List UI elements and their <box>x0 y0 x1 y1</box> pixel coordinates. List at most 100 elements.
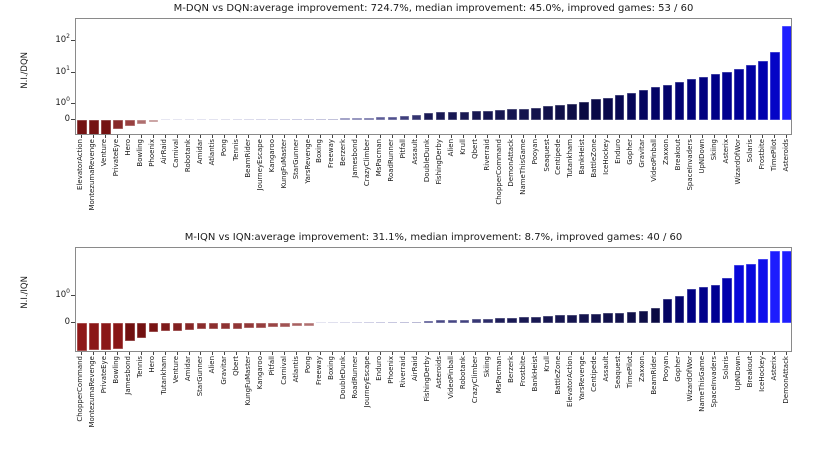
x-tick-label: Tutankham <box>160 356 169 395</box>
x-tick-label: Pooyan <box>530 139 539 165</box>
y-tick-mark <box>71 71 75 73</box>
x-tick-mark <box>499 135 501 138</box>
bar-Boxing <box>316 118 326 120</box>
x-tick-mark <box>319 135 321 138</box>
x-tick-mark <box>654 135 656 138</box>
x-tick-mark <box>570 352 572 355</box>
x-tick-mark <box>487 352 489 355</box>
x-tick-label: Skiing <box>709 139 718 161</box>
bar-Gravitar <box>220 323 231 329</box>
x-tick-label: Riverraid <box>399 356 408 388</box>
x-tick-label: Phoenix <box>148 139 157 167</box>
x-tick-mark <box>212 135 214 138</box>
x-tick-label: Kangaroo <box>267 139 276 173</box>
x-tick-mark <box>80 135 82 138</box>
bar-NameThisGame <box>698 286 709 323</box>
x-tick-mark <box>654 352 656 355</box>
x-tick-label: MontezumaRevenge <box>88 139 97 211</box>
x-tick-label: BeamRider <box>650 356 659 395</box>
x-tick-mark <box>606 135 608 138</box>
x-tick-label: RoadRunner <box>387 139 396 182</box>
x-tick-mark <box>284 352 286 355</box>
bar-WizardOfWor <box>734 68 744 120</box>
x-tick-label: Krull <box>542 356 551 372</box>
bar-Pitfall <box>268 323 278 328</box>
bar-Kangaroo <box>256 323 266 328</box>
x-tick-mark <box>642 135 644 138</box>
bar-Seaquest <box>614 312 625 323</box>
bar-DemonAttack <box>782 250 791 323</box>
x-tick-label: Carnival <box>279 356 288 385</box>
x-tick-mark <box>272 352 274 355</box>
x-tick-mark <box>666 135 668 138</box>
x-tick-mark <box>487 135 489 138</box>
x-tick-mark <box>308 135 310 138</box>
x-tick-mark <box>248 135 250 138</box>
bar-ElevatorAction <box>77 120 87 134</box>
x-tick-mark <box>80 352 82 355</box>
x-tick-label: IceHockey <box>602 139 611 175</box>
bar-StarGunner <box>196 323 207 330</box>
x-tick-label: Solaris <box>745 139 754 163</box>
x-tick-label: Asteroids <box>434 356 443 389</box>
x-tick-mark <box>678 352 680 355</box>
x-tick-label: Pitfall <box>399 139 408 159</box>
bar-PrivateEye <box>113 120 123 129</box>
chart-title: M-DQN vs DQN:average improvement: 724.7%… <box>173 3 694 14</box>
x-tick-label: Venture <box>100 139 109 167</box>
bar-Enduro <box>614 95 625 120</box>
bar-TimePilot <box>626 312 637 323</box>
x-tick-mark <box>427 352 429 355</box>
x-tick-label: JourneyEscape <box>255 139 264 191</box>
x-tick-label: Zaxxon <box>662 139 671 165</box>
bar-Berzerk <box>507 317 517 323</box>
x-tick-label: Amidar <box>184 356 193 382</box>
x-tick-label: SpaceInvaders <box>685 139 694 191</box>
x-tick-mark <box>296 135 298 138</box>
x-tick-mark <box>164 352 166 355</box>
x-tick-label: StarGunner <box>291 139 300 180</box>
x-tick-mark <box>427 135 429 138</box>
x-tick-label: ElevatorAction <box>566 356 575 407</box>
x-tick-label: Jamesbond <box>124 356 133 395</box>
x-tick-label: ChopperCommand <box>76 356 85 422</box>
bar-Solaris <box>722 278 733 323</box>
x-tick-mark <box>224 352 226 355</box>
x-tick-label: Bowling <box>112 356 121 384</box>
x-tick-label: Qbert <box>470 139 479 159</box>
y-axis-label: N.I./IQN <box>20 276 30 309</box>
bar-Venture <box>101 120 111 134</box>
bar-Seaquest <box>543 106 553 120</box>
x-tick-label: UpNDown <box>733 356 742 391</box>
x-tick-mark <box>212 352 214 355</box>
x-tick-mark <box>523 135 525 138</box>
bar-Gopher <box>626 92 637 120</box>
x-tick-label: Berzerk <box>506 356 515 383</box>
x-tick-mark <box>702 135 704 138</box>
y-tick-mark <box>71 119 75 120</box>
x-tick-label: Enduro <box>375 356 384 381</box>
bar-SpaceInvaders <box>686 79 697 120</box>
x-tick-label: Frostbite <box>518 356 527 387</box>
bar-Enduro <box>375 322 386 323</box>
x-tick-mark <box>511 135 513 138</box>
x-tick-label: Alien <box>207 356 216 374</box>
x-tick-mark <box>439 352 441 355</box>
x-tick-label: BattleZone <box>554 356 563 395</box>
y-tick-label: 0 <box>64 114 70 124</box>
x-tick-label: DoubleDunk <box>423 139 432 183</box>
x-tick-mark <box>391 352 393 355</box>
bar-Asteroids <box>435 320 446 323</box>
bar-Carnival <box>280 323 290 327</box>
x-tick-label: Skiing <box>482 356 491 378</box>
x-tick-mark <box>92 352 94 355</box>
bar-Krull <box>459 111 470 120</box>
x-tick-mark <box>188 135 190 138</box>
bar-Robotank <box>184 119 195 120</box>
bar-Zaxxon <box>638 311 649 323</box>
x-tick-label: PrivateEye <box>100 356 109 394</box>
bar-Centipede <box>591 313 601 323</box>
x-tick-label: UpNDown <box>697 139 706 174</box>
x-tick-mark <box>738 352 740 355</box>
x-tick-label: Frostbite <box>757 139 766 170</box>
